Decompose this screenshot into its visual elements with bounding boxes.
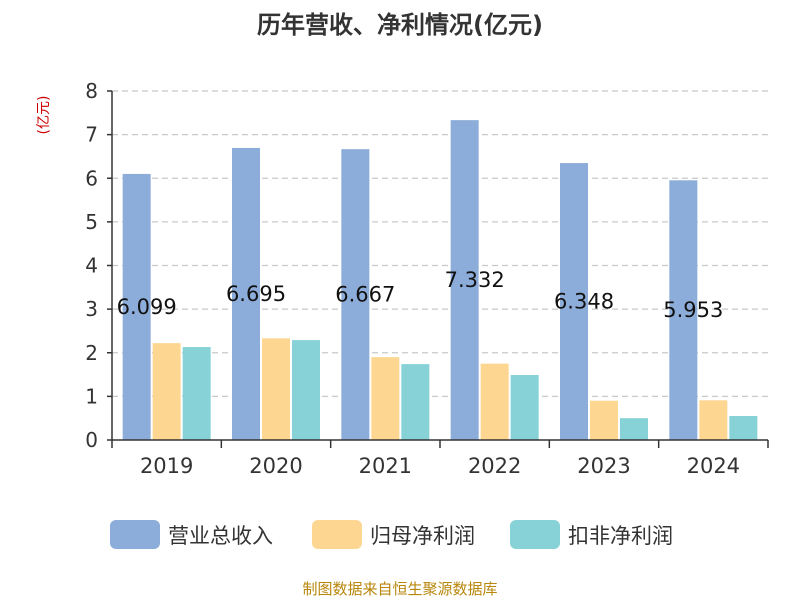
legend-label: 归母净利润 [370, 524, 475, 548]
data-label: 6.667 [335, 283, 395, 307]
y-unit-label: (亿元) [36, 96, 52, 135]
legend-item-1[interactable]: 营业总收入 [110, 520, 273, 549]
legend-swatch [110, 520, 160, 549]
legend-swatch [510, 520, 560, 549]
y-tick-label: 5 [85, 210, 98, 234]
x-tick-label: 2019 [140, 454, 193, 478]
bar-2-2019[interactable] [152, 343, 181, 440]
data-label: 6.348 [554, 290, 614, 314]
bar-3-2019[interactable] [182, 347, 211, 440]
bars [122, 120, 758, 441]
y-tick-label: 0 [85, 428, 98, 452]
x-tick-label: 2021 [359, 454, 412, 478]
bar-1-2020[interactable] [232, 147, 260, 441]
legend-label: 扣非净利润 [568, 524, 673, 548]
legend[interactable]: 营业总收入 归母净利润 扣非净利润 [110, 520, 673, 549]
bar-3-2022[interactable] [510, 374, 539, 440]
data-label: 7.332 [445, 268, 505, 292]
bar-3-2021[interactable] [401, 364, 430, 440]
bar-1-2024[interactable] [669, 180, 698, 441]
data-label: 6.099 [117, 295, 177, 319]
chart-title: 历年营收、净利情况(亿元) [257, 11, 543, 39]
bar-1-2023[interactable] [560, 163, 588, 441]
x-tick-label: 2024 [687, 454, 740, 478]
y-tick-label: 8 [85, 79, 98, 103]
data-labels: 6.099 6.695 6.667 7.332 6.348 5.953 [117, 268, 724, 322]
x-tick-label: 2020 [249, 454, 302, 478]
y-tick-label: 6 [85, 166, 98, 190]
source-note: 制图数据来自恒生聚源数据库 [302, 580, 497, 598]
bar-2-2021[interactable] [371, 357, 400, 440]
x-tick-label: 2022 [468, 454, 521, 478]
y-tick-label: 1 [85, 384, 98, 408]
bar-3-2020[interactable] [292, 340, 320, 440]
data-label: 5.953 [663, 298, 723, 322]
y-tick-label: 2 [85, 341, 98, 365]
bar-1-2021[interactable] [341, 149, 370, 440]
bar-3-2024[interactable] [729, 416, 758, 440]
bar-2-2020[interactable] [262, 338, 290, 440]
legend-label: 营业总收入 [168, 524, 273, 548]
legend-item-3[interactable]: 扣非净利润 [510, 520, 673, 549]
bar-3-2023[interactable] [620, 418, 648, 440]
x-tick-label: 2023 [577, 454, 630, 478]
bar-2-2024[interactable] [699, 400, 728, 440]
bar-2-2022[interactable] [480, 363, 509, 440]
axes: 0 1 2 3 4 5 6 7 8 2019 2020 2021 2022 2023 2024 [85, 79, 769, 478]
legend-item-2[interactable]: 归母净利润 [312, 520, 475, 549]
legend-swatch [312, 520, 362, 549]
data-label: 6.695 [226, 282, 286, 306]
bar-1-2019[interactable] [122, 173, 151, 440]
y-tick-label: 4 [85, 254, 98, 278]
bar-2-2023[interactable] [590, 400, 618, 440]
y-tick-label: 3 [85, 297, 98, 321]
bar-1-2022[interactable] [450, 120, 479, 440]
y-tick-label: 7 [85, 123, 98, 147]
